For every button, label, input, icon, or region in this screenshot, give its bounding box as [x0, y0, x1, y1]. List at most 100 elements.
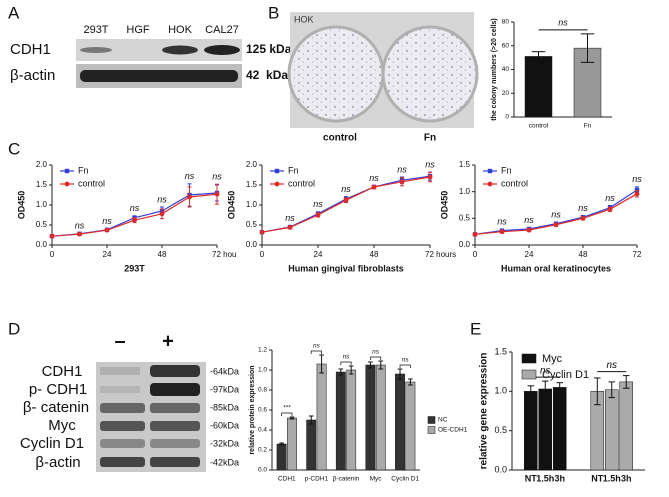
y-axis-label: OD450	[439, 191, 449, 220]
legend-label: control	[288, 178, 315, 188]
lane-label: HOK	[168, 24, 193, 36]
y-tick-label: 80	[502, 19, 510, 26]
x-axis-label: Human oral keratinocytes	[501, 263, 611, 273]
y-tick-label: 1.0	[494, 386, 507, 396]
y-tick-label: 0.5	[459, 213, 471, 222]
point	[427, 174, 433, 180]
size-label: -60kDa	[210, 420, 239, 430]
point	[526, 227, 532, 233]
annotation: ns	[402, 357, 410, 364]
dish-label: Fn	[424, 133, 436, 144]
x-tick-label: 1.5h	[603, 473, 621, 483]
x-axis-label: 293T	[124, 263, 145, 273]
panel-label: B	[268, 3, 279, 22]
blot-a: 293T HGF HOK CAL27 CDH1 β-actin 125 kDa …	[10, 24, 292, 88]
y-axis-label: relative gene expression	[479, 353, 490, 470]
size-label: -32kDa	[210, 438, 239, 448]
dish	[381, 25, 479, 123]
point	[371, 184, 377, 190]
x-tick-label: control	[529, 123, 549, 130]
y-tick-label: 0.8	[258, 387, 267, 394]
legend-label: control	[78, 178, 105, 188]
y-tick-label: 1.5	[246, 180, 258, 189]
band	[100, 439, 145, 448]
legend-label: Fn	[78, 165, 89, 175]
band	[150, 457, 200, 467]
annotation: ns	[313, 199, 323, 209]
significance-bracket	[399, 364, 411, 368]
band	[80, 70, 238, 82]
size-label: -64kDa	[210, 366, 239, 376]
annotation: ns	[632, 174, 642, 184]
legend-marker	[64, 168, 70, 174]
row-label: CDH1	[10, 41, 51, 58]
point	[634, 187, 640, 193]
x-tick-label: 48	[158, 250, 167, 259]
y-tick-label: 1.0	[246, 200, 258, 209]
annotation: ns	[212, 172, 222, 182]
annotation: ns	[285, 213, 295, 223]
x-tick-label: 48	[579, 250, 588, 259]
legend-label: Fn	[288, 165, 299, 175]
bar	[276, 443, 287, 471]
annotation: ns	[497, 216, 507, 226]
x-tick-label: 0	[50, 250, 55, 259]
panel-label: D	[8, 319, 20, 338]
y-tick-label: 0.2	[258, 447, 267, 454]
bar	[604, 389, 619, 471]
blot-strip	[96, 362, 206, 472]
y-tick-label: 0.5	[494, 425, 507, 435]
annotation: ns	[397, 164, 407, 174]
bar	[335, 371, 346, 471]
point	[259, 229, 265, 235]
y-tick-label: 0.0	[494, 464, 507, 474]
cell-line: HOK	[294, 14, 314, 24]
band	[150, 421, 200, 431]
row-label: β- catenin	[23, 399, 89, 416]
annotation: ns	[157, 194, 167, 204]
point	[553, 222, 559, 228]
y-tick-label: 0.4	[258, 427, 267, 434]
size-label: 42 kDa	[246, 68, 288, 82]
x-tick-label: 0	[473, 250, 478, 259]
significance-bracket	[281, 412, 293, 416]
x-tick-label: p-CDH1	[305, 476, 329, 483]
legend-swatch	[427, 426, 436, 434]
bar	[538, 388, 553, 471]
annotation: ns	[313, 343, 321, 350]
y-tick-label: 2.0	[36, 160, 48, 169]
y-axis-label: OD450	[226, 191, 236, 220]
band	[100, 386, 140, 393]
point	[49, 233, 55, 239]
x-tick-label: 48	[370, 250, 379, 259]
band	[150, 365, 200, 377]
annotation: ns	[425, 160, 435, 170]
point	[187, 194, 192, 200]
y-tick-label: 0.0	[246, 240, 258, 249]
lane-label: CAL27	[205, 24, 239, 36]
legend-marker	[274, 168, 280, 174]
y-axis-label: relative protein expression	[249, 365, 256, 454]
point	[315, 212, 321, 218]
x-tick-label: 24	[525, 250, 534, 259]
annotation: ***	[283, 405, 291, 412]
point	[607, 206, 613, 212]
band	[80, 47, 112, 53]
lane-label: 293T	[83, 24, 108, 36]
y-tick-label: 40	[502, 66, 510, 73]
bar	[405, 381, 416, 471]
point	[580, 215, 586, 221]
size-label: -42kDa	[210, 457, 239, 467]
y-tick-label: 20	[502, 90, 510, 97]
bar	[316, 363, 327, 471]
legend-marker	[487, 168, 493, 174]
y-tick-label: 1.2	[258, 347, 267, 354]
x-tick-label: 3h	[621, 473, 632, 483]
annotation: ns	[540, 366, 551, 377]
x-tick-label: β-catenin	[333, 476, 360, 483]
blot-d: – + CDH1 p- CDH1 β- catenin Myc Cyclin D…	[20, 330, 239, 472]
bar	[375, 364, 386, 471]
legend-swatch	[521, 369, 537, 380]
row-label: p- CDH1	[29, 381, 87, 398]
